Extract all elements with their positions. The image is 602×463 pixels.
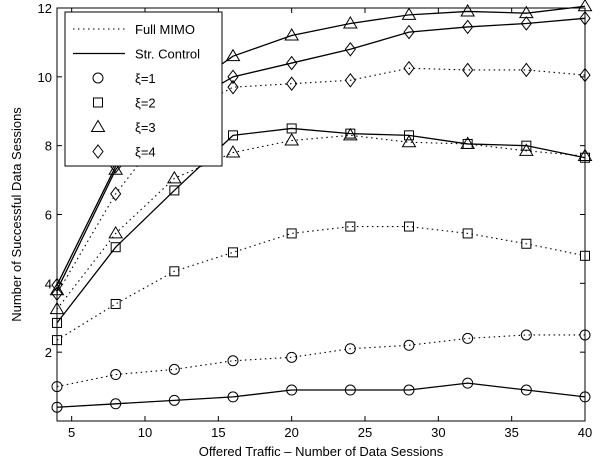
- legend-label: Str. Control: [135, 47, 200, 62]
- y-tick-label: 6: [45, 208, 52, 223]
- x-tick-label: 25: [358, 425, 372, 440]
- y-tick-label: 4: [45, 276, 52, 291]
- data-point: [520, 384, 532, 396]
- data-point: [227, 69, 239, 85]
- y-axis-label: Number of Successful Data Sessions: [9, 107, 24, 322]
- legend-label: ξ=3: [135, 120, 156, 135]
- data-point: [110, 242, 121, 253]
- data-point: [110, 369, 122, 381]
- legend-entry: ξ=1: [92, 71, 156, 86]
- data-point: [227, 391, 239, 403]
- y-tick-label: 8: [45, 139, 52, 154]
- data-point: [403, 24, 415, 40]
- series-line: [56, 134, 586, 310]
- data-point: [108, 225, 124, 239]
- series-line: [56, 67, 586, 294]
- legend-entry: Str. Control: [73, 47, 200, 62]
- tick-layer: 5 10 15 20 25 30 35 40 2 4 6 8 10 12: [38, 1, 593, 440]
- x-tick-label: 35: [504, 425, 518, 440]
- legend-entry: ξ=4: [92, 144, 156, 160]
- data-point: [169, 185, 180, 196]
- data-point: [460, 3, 476, 17]
- data-point: [286, 55, 298, 71]
- series-line: [56, 225, 586, 341]
- data-point: [401, 7, 417, 20]
- x-axis-label: Offered Traffic – Number of Data Session…: [199, 444, 444, 459]
- data-point: [342, 16, 358, 29]
- x-tick-label: 10: [138, 425, 152, 440]
- data-point: [286, 384, 298, 396]
- data-point: [462, 62, 474, 78]
- data-point: [169, 266, 180, 277]
- legend-marker-sample: [92, 72, 104, 84]
- data-point: [344, 384, 356, 396]
- data-point: [168, 394, 180, 406]
- data-point: [521, 140, 532, 151]
- data-point: [344, 72, 356, 88]
- data-point: [403, 384, 415, 396]
- data-point: [462, 228, 473, 239]
- legend-box: [64, 11, 223, 167]
- data-point: [168, 363, 180, 375]
- data-point: [403, 339, 415, 351]
- data-point: [110, 298, 121, 309]
- legend-label: ξ=4: [135, 145, 156, 160]
- data-point: [228, 130, 238, 141]
- x-tick-label: 15: [211, 425, 225, 440]
- data-point: [404, 221, 414, 232]
- data-point: [462, 19, 474, 35]
- series-line: [56, 334, 585, 388]
- legend: Full MIMO Str. Control ξ=1 ξ=2 ξ=3 ξ=4: [64, 11, 223, 167]
- x-tick-label: 5: [68, 425, 75, 440]
- data-point: [286, 123, 297, 134]
- legend-entry: ξ=3: [90, 119, 156, 135]
- legend-marker-sample: [90, 119, 106, 132]
- x-tick-label: 20: [284, 425, 298, 440]
- legend-marker-sample: [92, 144, 104, 159]
- data-point: [286, 351, 298, 363]
- data-point: [403, 60, 415, 76]
- data-point: [286, 228, 297, 239]
- data-point: [520, 62, 532, 78]
- y-tick-label: 10: [38, 70, 52, 85]
- legend-entry: ξ=2: [93, 96, 156, 111]
- data-point: [227, 355, 239, 367]
- data-point: [344, 41, 356, 57]
- data-point: [110, 186, 122, 202]
- data-point: [520, 16, 532, 31]
- data-point: [401, 134, 417, 148]
- data-point: [166, 170, 182, 184]
- y-tick-label: 12: [38, 1, 52, 16]
- data-point: [225, 48, 241, 62]
- data-point: [342, 127, 358, 141]
- data-point: [284, 133, 300, 146]
- data-point: [518, 143, 534, 156]
- data-point: [344, 343, 356, 355]
- data-point: [110, 398, 122, 410]
- data-point: [225, 145, 241, 158]
- data-point: [286, 76, 298, 92]
- series-line: [56, 382, 586, 408]
- legend-entry: Full MIMO: [73, 22, 195, 37]
- legend-label: ξ=2: [135, 96, 156, 111]
- legend-label: Full MIMO: [135, 22, 195, 37]
- data-point: [345, 221, 356, 232]
- data-point: [460, 136, 476, 149]
- series-line: [56, 127, 586, 324]
- legend-marker-sample: [93, 97, 103, 108]
- x-tick-label: 40: [578, 425, 592, 440]
- data-point: [228, 247, 238, 258]
- data-point: [462, 377, 474, 389]
- data-point: [462, 332, 474, 344]
- legend-label: ξ=1: [135, 71, 156, 86]
- data-point: [284, 28, 300, 41]
- data-point: [227, 79, 239, 95]
- data-point: [520, 329, 532, 341]
- x-tick-label: 30: [431, 425, 445, 440]
- data-point: [521, 238, 532, 249]
- data-point: [404, 130, 414, 141]
- y-tick-label: 2: [45, 345, 52, 360]
